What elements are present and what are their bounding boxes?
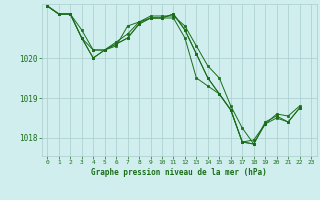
X-axis label: Graphe pression niveau de la mer (hPa): Graphe pression niveau de la mer (hPa) — [91, 168, 267, 177]
